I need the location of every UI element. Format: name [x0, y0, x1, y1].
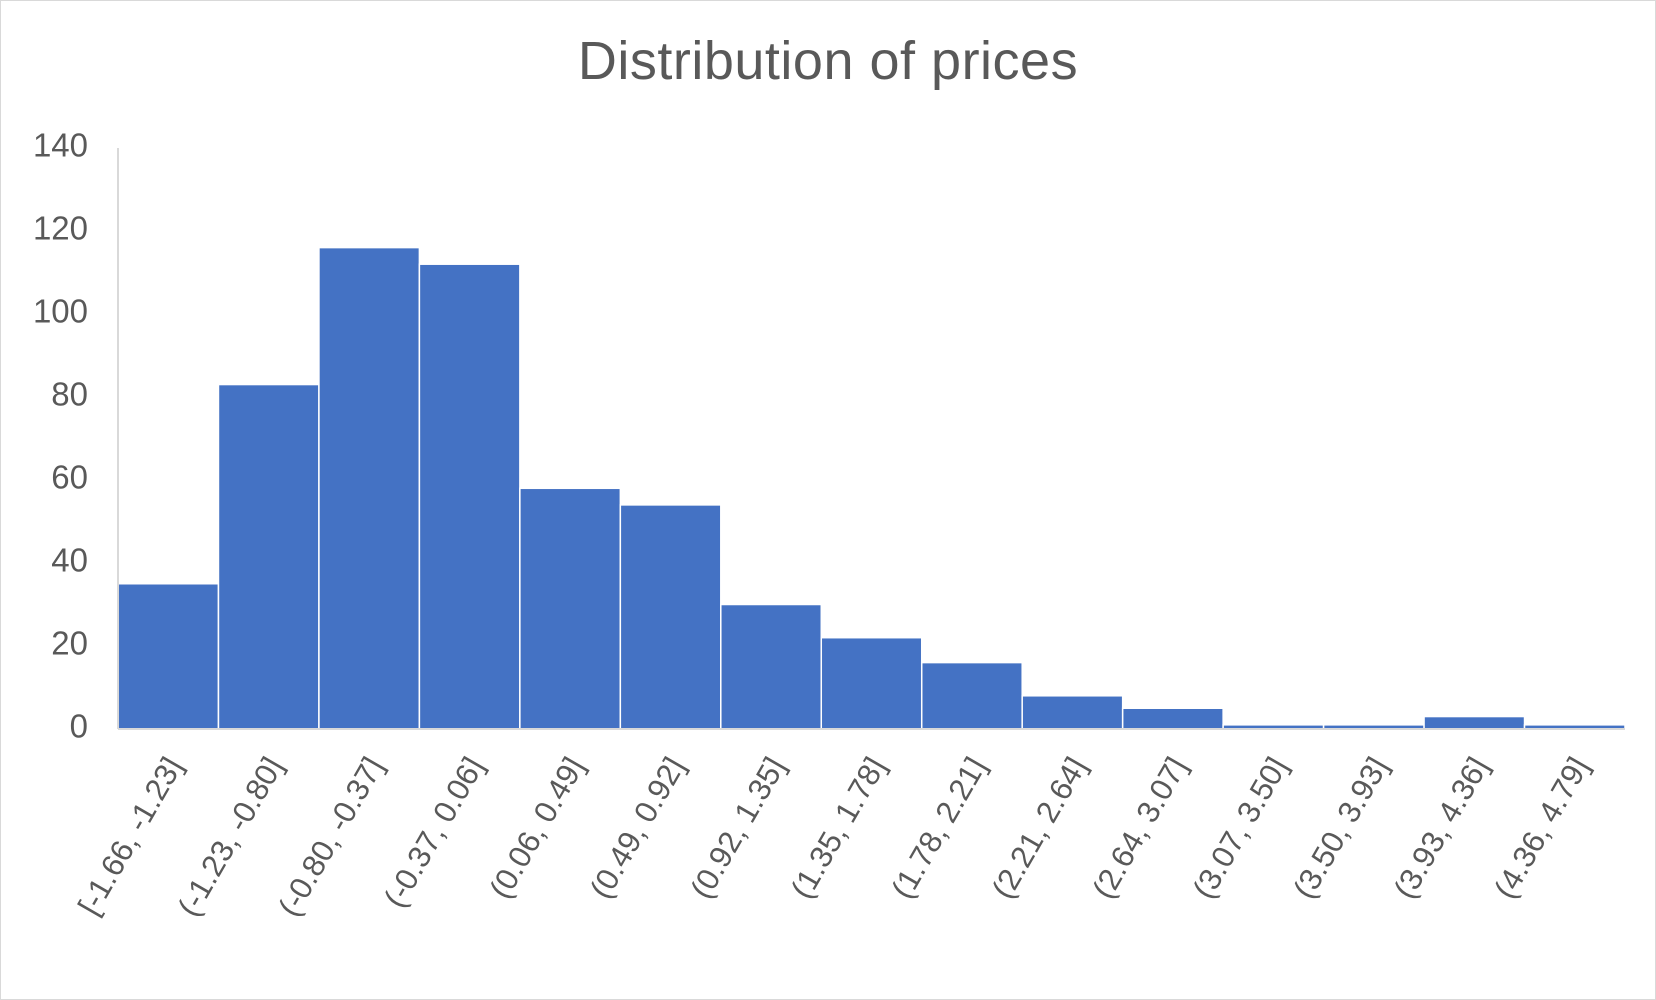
y-tick-label: 40 — [51, 542, 88, 579]
x-tick-label: (2.64, 3.07] — [1085, 751, 1194, 904]
y-tick-label: 0 — [70, 708, 88, 745]
bars-group — [117, 246, 1626, 730]
bar-10 — [1021, 695, 1124, 730]
bar-4 — [418, 263, 521, 730]
x-tick-label: (-0.37, 0.06] — [377, 751, 491, 913]
x-tick-label: (0.92, 1.35] — [683, 751, 792, 904]
x-tick-label: [-1.66, -1.23] — [71, 751, 189, 921]
x-tick-label: (1.35, 1.78] — [784, 751, 893, 904]
y-axis-ticks: 0 20 40 60 80 100 120 140 — [33, 127, 88, 745]
bar-14 — [1423, 715, 1526, 730]
bar-5 — [519, 487, 622, 730]
bar-3 — [318, 246, 421, 730]
x-tick-label: (0.06, 0.49] — [483, 751, 592, 904]
bar-6 — [619, 504, 722, 730]
chart-title: Distribution of prices — [577, 31, 1079, 91]
x-tick-label: (4.36, 4.79] — [1487, 751, 1596, 904]
x-tick-label: (-1.23, -0.80] — [171, 751, 290, 922]
bar-8 — [820, 636, 923, 730]
y-tick-label: 100 — [33, 293, 88, 330]
y-tick-label: 120 — [33, 210, 88, 247]
x-axis-ticks: [-1.66, -1.23](-1.23, -0.80](-0.80, -0.3… — [71, 751, 1596, 922]
x-tick-label: (3.50, 3.93] — [1286, 751, 1395, 904]
bar-9 — [920, 661, 1023, 730]
x-tick-label: (1.78, 2.21] — [884, 751, 993, 904]
x-tick-label: (2.21, 2.64] — [985, 751, 1094, 904]
y-tick-label: 140 — [33, 127, 88, 164]
y-tick-label: 20 — [51, 625, 88, 662]
bar-7 — [720, 603, 823, 730]
x-tick-label: (-0.80, -0.37] — [271, 751, 390, 922]
y-tick-label: 60 — [51, 459, 88, 496]
x-tick-label: (0.49, 0.92] — [583, 751, 692, 904]
bar-11 — [1121, 707, 1224, 730]
bar-2 — [217, 383, 320, 730]
bar-1 — [117, 583, 220, 730]
x-tick-label: (3.07, 3.50] — [1186, 751, 1295, 904]
y-tick-label: 80 — [51, 376, 88, 413]
x-tick-label: (3.93, 4.36] — [1387, 751, 1496, 904]
